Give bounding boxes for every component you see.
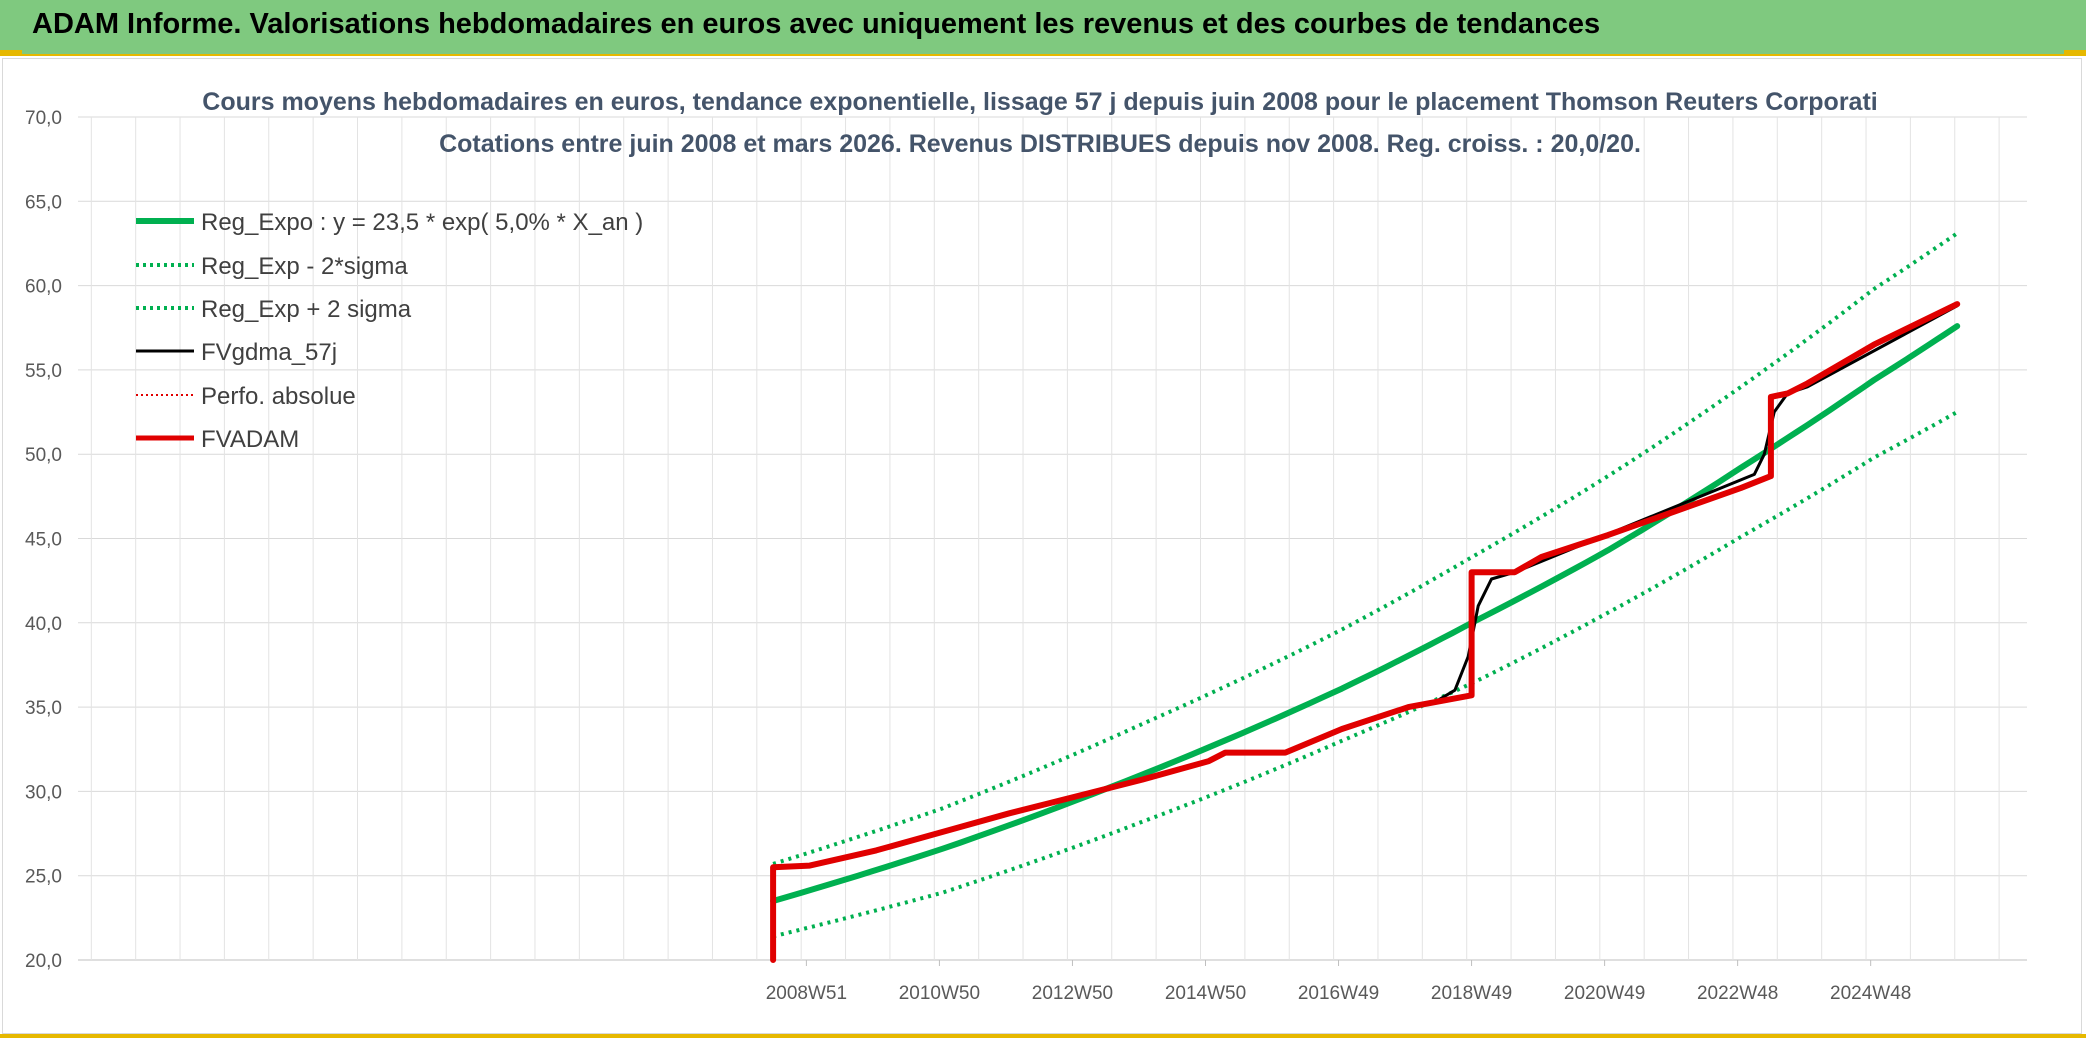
legend-label-fvadam: FVADAM — [201, 426, 299, 453]
legend-label-fvgdma: FVgdma_57j — [201, 339, 337, 366]
y-tick-label: 60,0 — [25, 277, 62, 298]
y-tick-label: 55,0 — [25, 361, 62, 382]
corner-accent-right — [2064, 50, 2086, 56]
x-tick-label: 2008W51 — [766, 983, 847, 1004]
x-tick-label: 2022W48 — [1697, 983, 1778, 1004]
y-tick-label: 30,0 — [25, 782, 62, 803]
series-layer — [770, 231, 1961, 963]
x-tick-label: 2018W49 — [1431, 983, 1512, 1004]
legend: Reg_Expo : y = 23,5 * exp( 5,0% * X_an )… — [136, 209, 643, 453]
y-tick-label: 65,0 — [25, 192, 62, 213]
legend-item-perfo-absolue: Perfo. absolue — [136, 383, 356, 410]
legend-item-reg-expo: Reg_Expo : y = 23,5 * exp( 5,0% * X_an ) — [136, 209, 643, 236]
legend-item-reg-exp-minus: Reg_Exp - 2*sigma — [136, 253, 408, 280]
y-tick-label: 20,0 — [25, 951, 62, 972]
x-axis-ticks: 2008W51 2010W50 2012W50 2014W50 2016W49 2018W… — [766, 960, 1911, 1004]
x-tick-label: 2020W49 — [1564, 983, 1645, 1004]
y-tick-label: 35,0 — [25, 698, 62, 719]
grid-layer — [78, 116, 2027, 961]
series-line — [772, 231, 1959, 866]
x-tick-label: 2012W50 — [1032, 983, 1113, 1004]
legend-label-reg-expo: Reg_Expo : y = 23,5 * exp( 5,0% * X_an ) — [201, 209, 643, 236]
chart-title-line-1: Cours moyens hebdomadaires en euros, ten… — [202, 88, 1877, 116]
legend-item-reg-exp-plus: Reg_Exp + 2 sigma — [136, 296, 412, 323]
x-tick-label: 2014W50 — [1165, 983, 1246, 1004]
x-tick-label: 2016W49 — [1298, 983, 1379, 1004]
y-tick-label: 50,0 — [25, 445, 62, 466]
series-line — [772, 410, 1959, 939]
y-tick-label: 70,0 — [25, 108, 62, 129]
series-line — [770, 323, 1961, 904]
legend-label-perfo-absolue: Perfo. absolue — [201, 383, 356, 410]
corner-accent-left — [0, 50, 22, 56]
legend-label-reg-exp-plus: Reg_Exp + 2 sigma — [201, 296, 412, 323]
y-tick-label: 40,0 — [25, 614, 62, 635]
header-banner: ADAM Informe. Valorisations hebdomadaire… — [0, 0, 2086, 56]
chart-frame — [2, 58, 2082, 1034]
bottom-accent-bar — [0, 1034, 2086, 1038]
y-tick-label: 25,0 — [25, 867, 62, 888]
chart-title-line-2: Cotations entre juin 2008 et mars 2026. … — [439, 130, 1641, 158]
x-tick-label: 2010W50 — [899, 983, 980, 1004]
report-title: ADAM Informe. Valorisations hebdomadaire… — [32, 8, 1601, 40]
series-line — [770, 301, 1961, 963]
legend-item-fvadam: FVADAM — [136, 426, 299, 453]
legend-label-reg-exp-minus: Reg_Exp - 2*sigma — [201, 253, 408, 280]
y-axis-ticks: 20,0 25,0 30,0 35,0 40,0 45,0 50,0 55,0 60,0 65,0… — [25, 108, 62, 972]
y-tick-label: 45,0 — [25, 530, 62, 551]
legend-item-fvgdma: FVgdma_57j — [136, 339, 337, 366]
x-tick-label: 2024W48 — [1830, 983, 1911, 1004]
